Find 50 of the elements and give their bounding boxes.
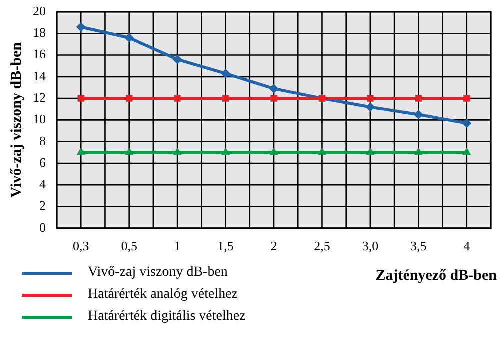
point bbox=[464, 95, 470, 102]
point bbox=[462, 148, 471, 156]
point bbox=[174, 148, 182, 156]
x-tick-label: 2,5 bbox=[314, 238, 330, 254]
y-tick-label: 12 bbox=[33, 90, 46, 105]
x-tick-label: 1 bbox=[174, 238, 181, 254]
point bbox=[270, 84, 278, 94]
point bbox=[414, 110, 424, 120]
x-tick-label: 3,0 bbox=[362, 238, 379, 254]
x-axis-title: Zajtényező dB-ben bbox=[376, 268, 497, 285]
point bbox=[462, 118, 472, 128]
point bbox=[124, 33, 134, 42]
point bbox=[76, 22, 86, 32]
y-tick-label: 2 bbox=[40, 198, 46, 214]
point bbox=[78, 95, 84, 102]
point bbox=[126, 95, 133, 102]
point bbox=[221, 69, 230, 78]
x-tick-label: 0,5 bbox=[121, 238, 138, 254]
point bbox=[173, 55, 182, 64]
y-tick-label: 4 bbox=[40, 176, 46, 192]
y-tick-label: 6 bbox=[40, 154, 46, 170]
point bbox=[270, 95, 278, 102]
y-tick-label: 14 bbox=[33, 68, 46, 84]
legend-label: Határérték digitális vételhez bbox=[88, 309, 246, 325]
point bbox=[77, 148, 86, 156]
point bbox=[125, 148, 134, 156]
point bbox=[174, 95, 181, 102]
point bbox=[366, 148, 374, 156]
legend-label: Vivő-zaj viszony dB-ben bbox=[88, 265, 228, 281]
x-tick-label: 3,5 bbox=[410, 238, 427, 254]
x-tick-label: 2 bbox=[270, 238, 278, 254]
point bbox=[367, 95, 374, 102]
y-axis-title: Vivő-zaj viszony dB-ben bbox=[8, 42, 25, 198]
x-tick-label: 0,3 bbox=[72, 238, 90, 254]
y-tick-label: 10 bbox=[33, 112, 46, 127]
x-tick-label: 1,5 bbox=[218, 238, 234, 254]
legend-label: Határérték analóg vételhez bbox=[88, 287, 238, 303]
x-tick-label: 4 bbox=[464, 238, 471, 254]
y-tick-label: 8 bbox=[40, 133, 46, 148]
point bbox=[415, 95, 422, 102]
y-tick-label: 0 bbox=[40, 220, 46, 235]
point bbox=[222, 95, 230, 102]
point bbox=[318, 148, 326, 156]
y-tick-label: 18 bbox=[33, 25, 46, 40]
point bbox=[270, 148, 278, 156]
point bbox=[414, 148, 423, 156]
point bbox=[222, 148, 230, 156]
y-tick-label: 20 bbox=[33, 3, 46, 18]
point bbox=[366, 102, 375, 112]
y-tick-label: 16 bbox=[33, 46, 46, 62]
